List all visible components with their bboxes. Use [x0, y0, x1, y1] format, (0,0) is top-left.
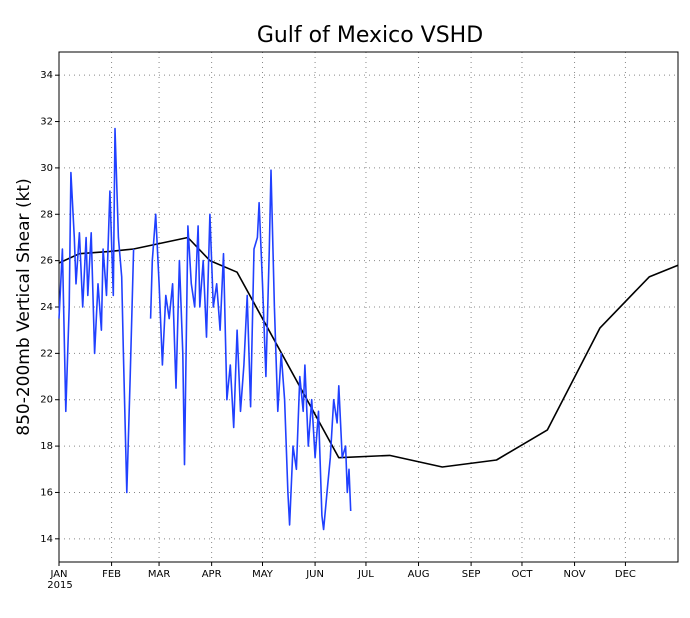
y-tick-label: 18	[40, 441, 53, 452]
x-tick-label: APR	[202, 569, 222, 580]
data-line	[58, 236, 679, 468]
year-label: 2015	[47, 580, 72, 591]
chart-title: Gulf of Mexico VSHD	[257, 23, 483, 48]
x-tick-label: JUL	[357, 569, 374, 580]
y-tick-label: 26	[40, 256, 53, 267]
x-tick-label: NOV	[564, 569, 586, 580]
y-tick-label: 20	[40, 395, 53, 406]
y-tick-label: 14	[40, 534, 53, 545]
x-tick-label: DEC	[615, 569, 636, 580]
x-tick-label: SEP	[462, 569, 481, 580]
x-tick-label: AUG	[408, 569, 430, 580]
y-tick-label: 34	[40, 70, 53, 81]
x-tick-label: MAR	[148, 569, 170, 580]
x-tick-label: JAN	[49, 569, 67, 580]
x-tick-label: OCT	[511, 569, 533, 580]
y-tick-label: 30	[40, 163, 53, 174]
data-line	[58, 127, 352, 531]
y-tick-label: 28	[40, 209, 53, 220]
x-tick-label: MAY	[252, 569, 274, 580]
plot-frame	[58, 51, 679, 563]
y-tick-label: 22	[40, 348, 53, 359]
x-tick-label: JUN	[305, 569, 324, 580]
y-axis-label: 850-200mb Vertical Shear (kt)	[14, 178, 34, 435]
y-tick-label: 16	[40, 487, 53, 498]
y-tick-label: 24	[40, 302, 53, 313]
y-tick-label: 32	[40, 117, 53, 128]
x-tick-label: FEB	[102, 569, 121, 580]
